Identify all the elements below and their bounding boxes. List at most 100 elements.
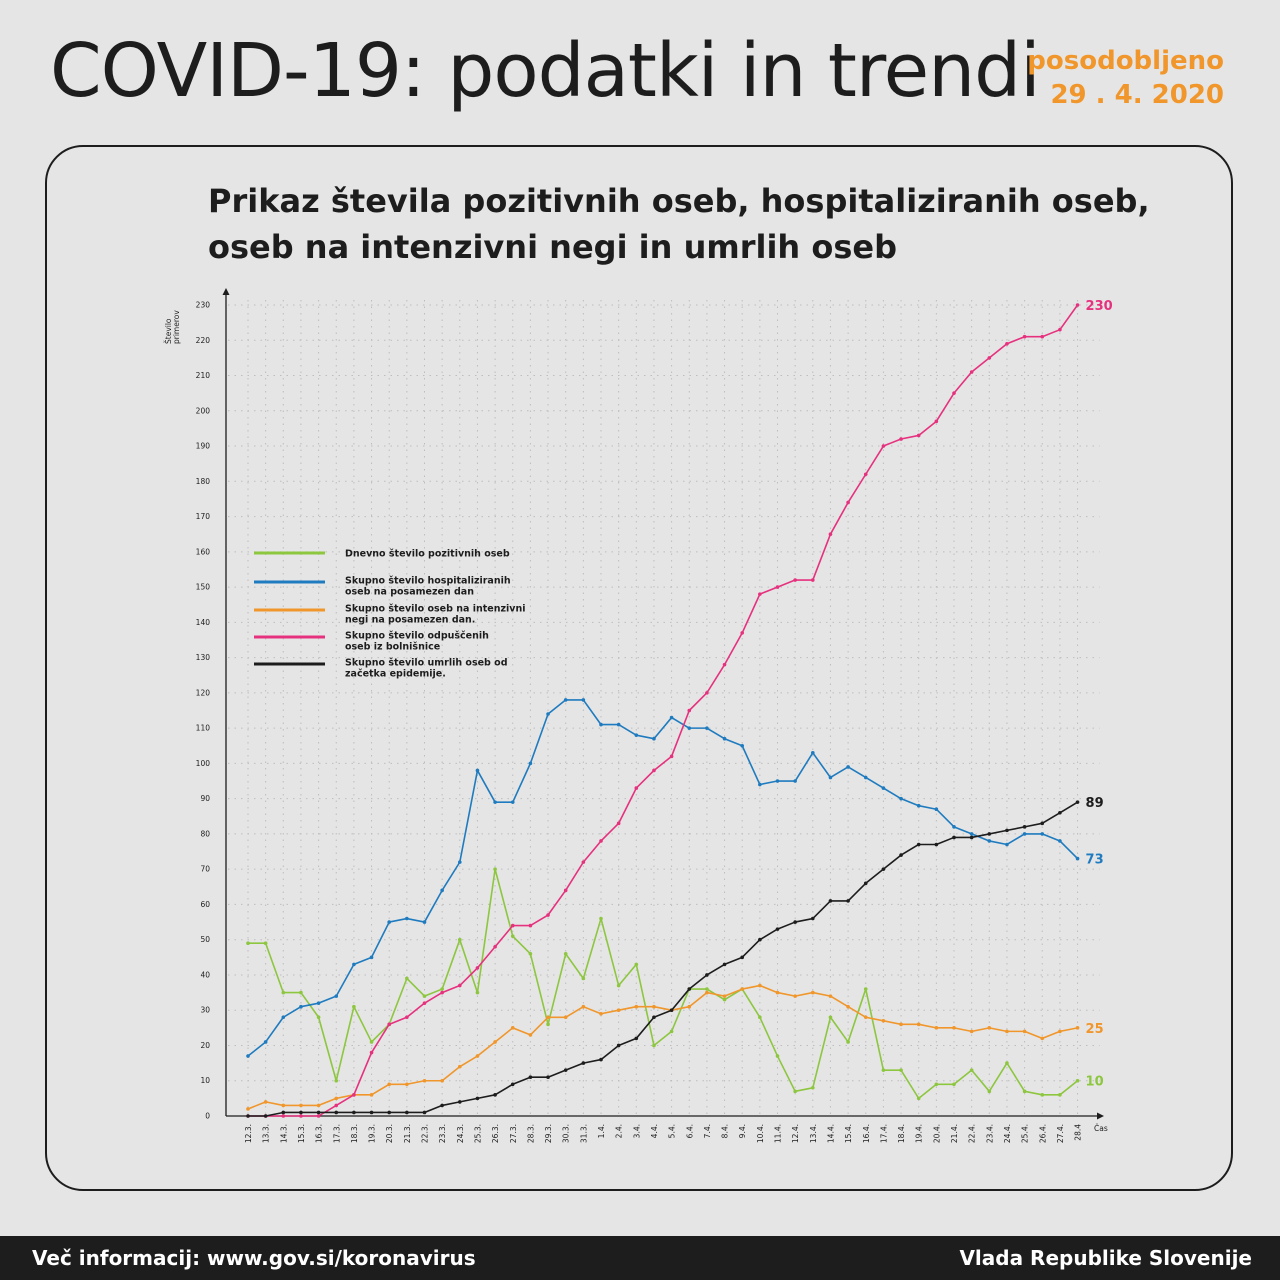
- data-point: [863, 472, 868, 477]
- data-point: [916, 842, 921, 847]
- data-point: [828, 994, 833, 998]
- data-point: [969, 1068, 974, 1072]
- x-tick-label: 20.3.: [385, 1124, 394, 1143]
- y-tick-label: 140: [196, 618, 211, 627]
- data-point: [775, 585, 780, 589]
- data-point: [828, 532, 833, 536]
- data-point: [687, 1004, 692, 1009]
- data-point: [387, 1082, 392, 1087]
- data-point: [599, 839, 603, 843]
- data-point: [246, 1054, 250, 1058]
- data-point: [811, 751, 815, 755]
- data-point: [369, 1040, 374, 1044]
- y-tick-label: 90: [200, 794, 210, 803]
- data-point: [546, 1022, 550, 1027]
- data-point: [634, 1036, 639, 1041]
- y-tick-label: 120: [196, 688, 211, 697]
- y-tick-label: 110: [196, 724, 211, 733]
- chart-card: [45, 145, 1233, 1191]
- x-tick-label: 4.4.: [650, 1124, 659, 1138]
- data-point: [758, 592, 762, 596]
- x-tick-label: 12.4.: [791, 1124, 800, 1143]
- data-point: [969, 370, 974, 374]
- data-point: [881, 444, 886, 448]
- data-point: [281, 990, 286, 995]
- data-point: [952, 835, 956, 840]
- data-point: [599, 916, 603, 921]
- series-end-label: 10: [1086, 1075, 1104, 1090]
- data-point: [687, 708, 692, 713]
- data-point: [563, 1068, 568, 1072]
- data-point: [581, 860, 586, 864]
- footer-info-link[interactable]: Več informacij: www.gov.si/koronavirus: [32, 1246, 476, 1270]
- data-point: [458, 937, 462, 942]
- data-point: [916, 433, 921, 438]
- data-point: [634, 1004, 639, 1009]
- x-tick-label: 19.4.: [915, 1124, 924, 1143]
- data-point: [299, 1004, 303, 1009]
- data-point: [334, 1096, 339, 1101]
- data-point: [475, 990, 480, 995]
- data-point: [669, 715, 674, 720]
- y-tick-label: 40: [200, 970, 210, 979]
- data-point: [1058, 327, 1062, 332]
- footer-brand: Vlada Republike Slovenije: [959, 1246, 1252, 1270]
- x-tick-label: 15.4.: [844, 1124, 853, 1143]
- data-point: [881, 1068, 886, 1072]
- data-point: [828, 1015, 833, 1020]
- data-point: [422, 1001, 427, 1005]
- x-tick-label: 27.3.: [509, 1124, 518, 1143]
- data-point: [1005, 1029, 1009, 1034]
- y-axis-label: Številoprimerov: [164, 310, 181, 344]
- data-point: [863, 881, 868, 886]
- updated-label: posodobljeno: [1027, 46, 1224, 76]
- data-point: [969, 835, 974, 840]
- data-point: [334, 994, 339, 998]
- data-point: [775, 1054, 780, 1058]
- data-point: [987, 1026, 992, 1030]
- data-point: [1022, 832, 1027, 836]
- data-point: [916, 1022, 921, 1027]
- data-point: [846, 765, 850, 769]
- data-point: [793, 1089, 797, 1094]
- data-point: [369, 1093, 374, 1097]
- data-point: [811, 578, 815, 582]
- data-point: [899, 1068, 903, 1072]
- data-point: [352, 1110, 356, 1115]
- data-point: [616, 1008, 621, 1013]
- data-point: [263, 1114, 268, 1118]
- data-point: [405, 1082, 409, 1087]
- x-tick-label: 11.4.: [774, 1124, 783, 1143]
- x-tick-label: 1.4.: [597, 1124, 606, 1138]
- x-tick-label: 23.3.: [438, 1124, 447, 1143]
- x-tick-label: 10.4.: [756, 1124, 765, 1143]
- data-point: [528, 1033, 533, 1037]
- series-end-label: 89: [1086, 796, 1104, 811]
- y-tick-label: 190: [196, 442, 211, 451]
- data-point: [316, 1015, 321, 1020]
- data-point: [934, 1082, 939, 1087]
- data-point: [528, 761, 533, 766]
- data-point: [1058, 839, 1062, 843]
- x-axis-label: Čas: [1094, 1124, 1108, 1133]
- x-tick-label: 23.4.: [985, 1124, 994, 1143]
- x-tick-label: 31.3.: [579, 1124, 588, 1143]
- data-point: [952, 825, 956, 829]
- data-point: [846, 899, 850, 903]
- data-point: [863, 987, 868, 991]
- data-point: [758, 1015, 762, 1020]
- data-point: [458, 860, 462, 864]
- legend-label: Dnevno število pozitivnih oseb: [345, 549, 510, 560]
- data-point: [775, 779, 780, 783]
- data-point: [581, 698, 586, 702]
- y-tick-label: 60: [200, 900, 210, 909]
- y-tick-label: 70: [200, 865, 210, 874]
- y-tick-label: 30: [200, 1006, 210, 1015]
- data-point: [740, 631, 744, 635]
- data-point: [722, 736, 727, 741]
- data-point: [811, 916, 815, 921]
- data-point: [299, 1103, 303, 1108]
- data-point: [510, 1082, 515, 1087]
- data-point: [952, 1082, 956, 1087]
- x-tick-label: 21.3.: [403, 1124, 412, 1143]
